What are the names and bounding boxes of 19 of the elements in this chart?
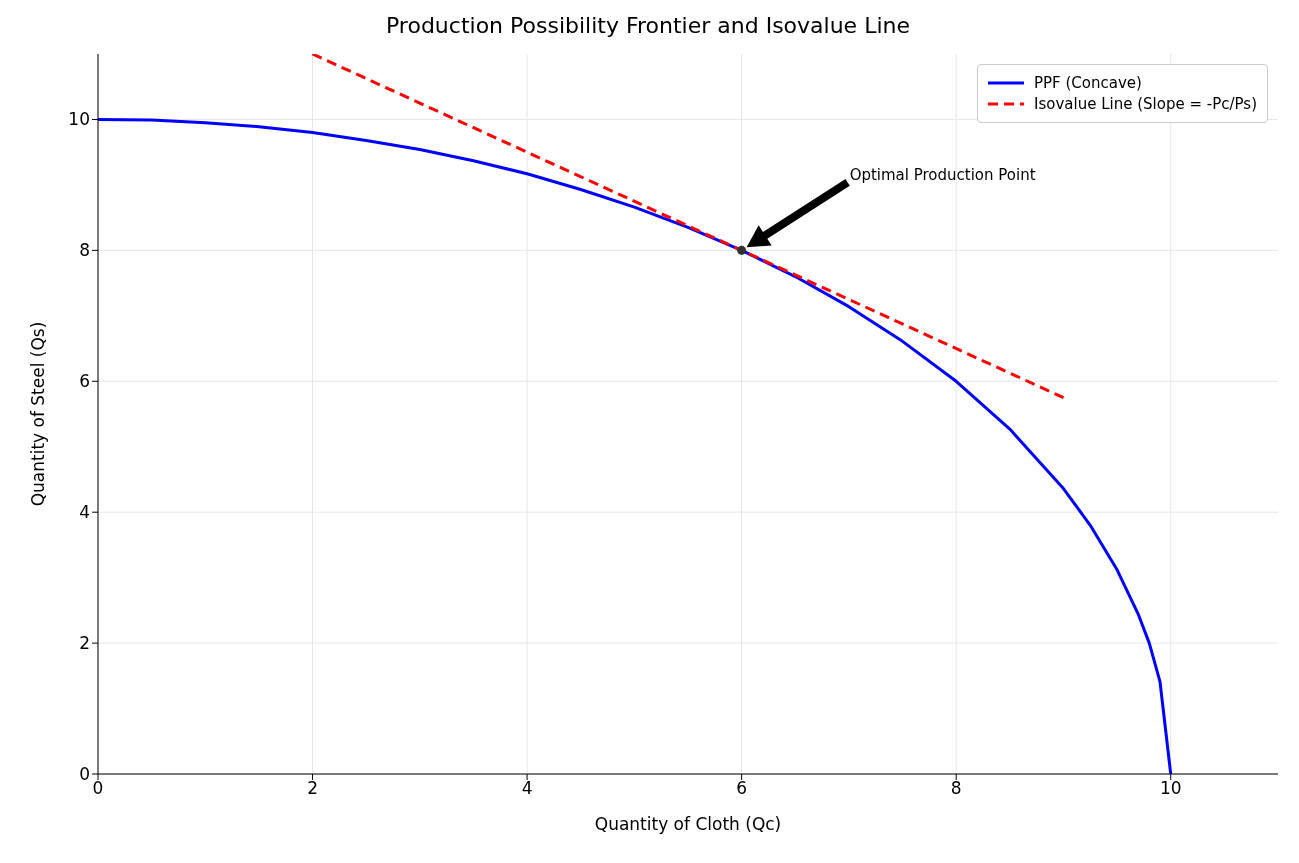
y-tick-label: 6 (79, 371, 90, 392)
x-tick-label: 0 (92, 778, 104, 799)
legend-label: Isovalue Line (Slope = -Pc/Ps) (1034, 95, 1257, 113)
y-tick-label: 4 (79, 502, 90, 523)
y-tick-label: 10 (68, 109, 90, 130)
chart-title: Production Possibility Frontier and Isovalue Line (385, 12, 911, 40)
annotation: Optimal Production Point (849, 166, 1036, 185)
y-axis-title: Quantity of Steel (Qs) (28, 321, 49, 507)
y-tick-label: 8 (79, 240, 90, 261)
x-tick-label: 6 (736, 778, 748, 799)
x-axis-title: Quantity of Cloth (Qc) (594, 814, 782, 834)
x-tick-label: 8 (950, 778, 962, 799)
y-tick-label: 0 (79, 764, 90, 785)
y-tick-label: 2 (79, 633, 90, 654)
x-tick-label: 2 (307, 778, 318, 799)
x-tick-label: 4 (521, 778, 533, 799)
legend-label: PPF (Concave) (1034, 74, 1142, 92)
x-tick-label: 10 (1159, 778, 1182, 799)
line-series (98, 117, 1173, 774)
